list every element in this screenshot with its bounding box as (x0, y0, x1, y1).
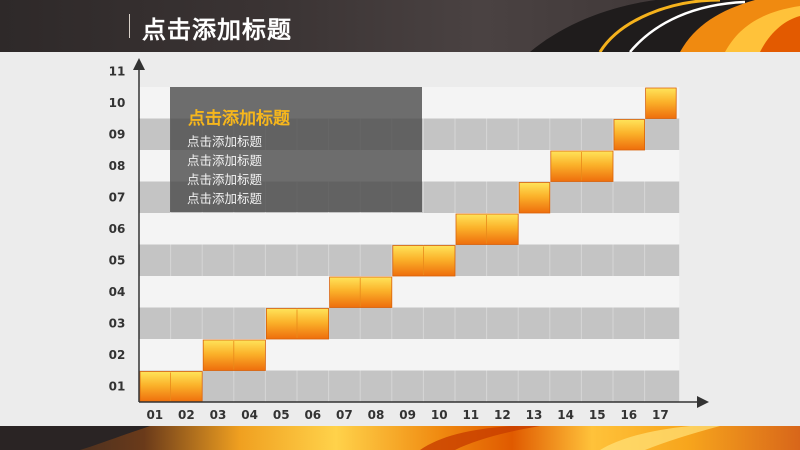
x-tick-label: 04 (241, 408, 258, 422)
x-tick-label: 07 (336, 408, 353, 422)
axes (133, 58, 709, 408)
header-swirl-decoration (530, 0, 800, 52)
overlay-line-3: 点击添加标题 (187, 172, 263, 187)
x-tick-label: 08 (368, 408, 385, 422)
footer-swirl-decoration (0, 426, 720, 450)
row-band-1 (139, 370, 680, 402)
x-tick-label: 17 (652, 408, 669, 422)
y-tick-label: 07 (109, 190, 126, 204)
y-tick-label: 09 (109, 127, 126, 141)
y-tick-label: 06 (109, 222, 126, 236)
bar-row-10 (645, 87, 677, 119)
y-tick-label: 01 (109, 379, 126, 393)
row-band-4 (139, 276, 680, 308)
bar-row-9 (613, 119, 646, 151)
x-tick-label: 12 (494, 408, 511, 422)
y-tick-label: 03 (109, 316, 126, 330)
y-tick-label: 02 (109, 348, 126, 362)
row-band-3 (139, 307, 680, 339)
y-tick-label: 08 (109, 159, 126, 173)
bar-row-7 (518, 182, 551, 214)
page-title: 点击添加标题 (142, 16, 292, 44)
bar-row-8 (550, 150, 614, 182)
footer-band (0, 426, 800, 450)
y-tick-label: 04 (109, 285, 126, 299)
row-band-6 (139, 213, 680, 245)
x-tick-label: 15 (589, 408, 606, 422)
overlay-line-1: 点击添加标题 (187, 134, 263, 149)
bar-row-2 (202, 339, 266, 371)
tick-labels: 01 02 03 04 05 06 07 08 09 10 11 12 13 14 15 16 17 01 02 03… (109, 64, 669, 422)
x-tick-label: 06 (304, 408, 321, 422)
x-tick-label: 03 (210, 408, 227, 422)
x-tick-label: 16 (620, 408, 637, 422)
overlay-title: 点击添加标题 (188, 109, 290, 129)
x-tick-label: 13 (526, 408, 543, 422)
x-tick-label: 01 (146, 408, 163, 422)
overlay-line-4: 点击添加标题 (187, 191, 263, 206)
bar-row-5 (392, 245, 456, 277)
bar-row-4 (329, 276, 393, 308)
bar-row-6 (455, 213, 519, 245)
x-tick-label: 10 (431, 408, 448, 422)
header-divider (129, 14, 130, 38)
x-tick-label: 05 (273, 408, 290, 422)
x-tick-label: 09 (399, 408, 416, 422)
text-overlay-box: 点击添加标题 点击添加标题 点击添加标题 点击添加标题 点击添加标题 (170, 87, 422, 212)
y-tick-label: 05 (109, 253, 126, 267)
bar-row-3 (265, 308, 329, 340)
x-tick-label: 14 (557, 408, 574, 422)
header-band: 点击添加标题 (0, 0, 800, 52)
x-tick-label: 11 (462, 408, 479, 422)
bar-row-1 (139, 371, 203, 403)
y-tick-label: 10 (109, 96, 126, 110)
y-tick-label: 11 (109, 64, 126, 78)
bars (139, 87, 677, 403)
overlay-line-2: 点击添加标题 (187, 153, 263, 168)
x-tick-label: 02 (178, 408, 195, 422)
